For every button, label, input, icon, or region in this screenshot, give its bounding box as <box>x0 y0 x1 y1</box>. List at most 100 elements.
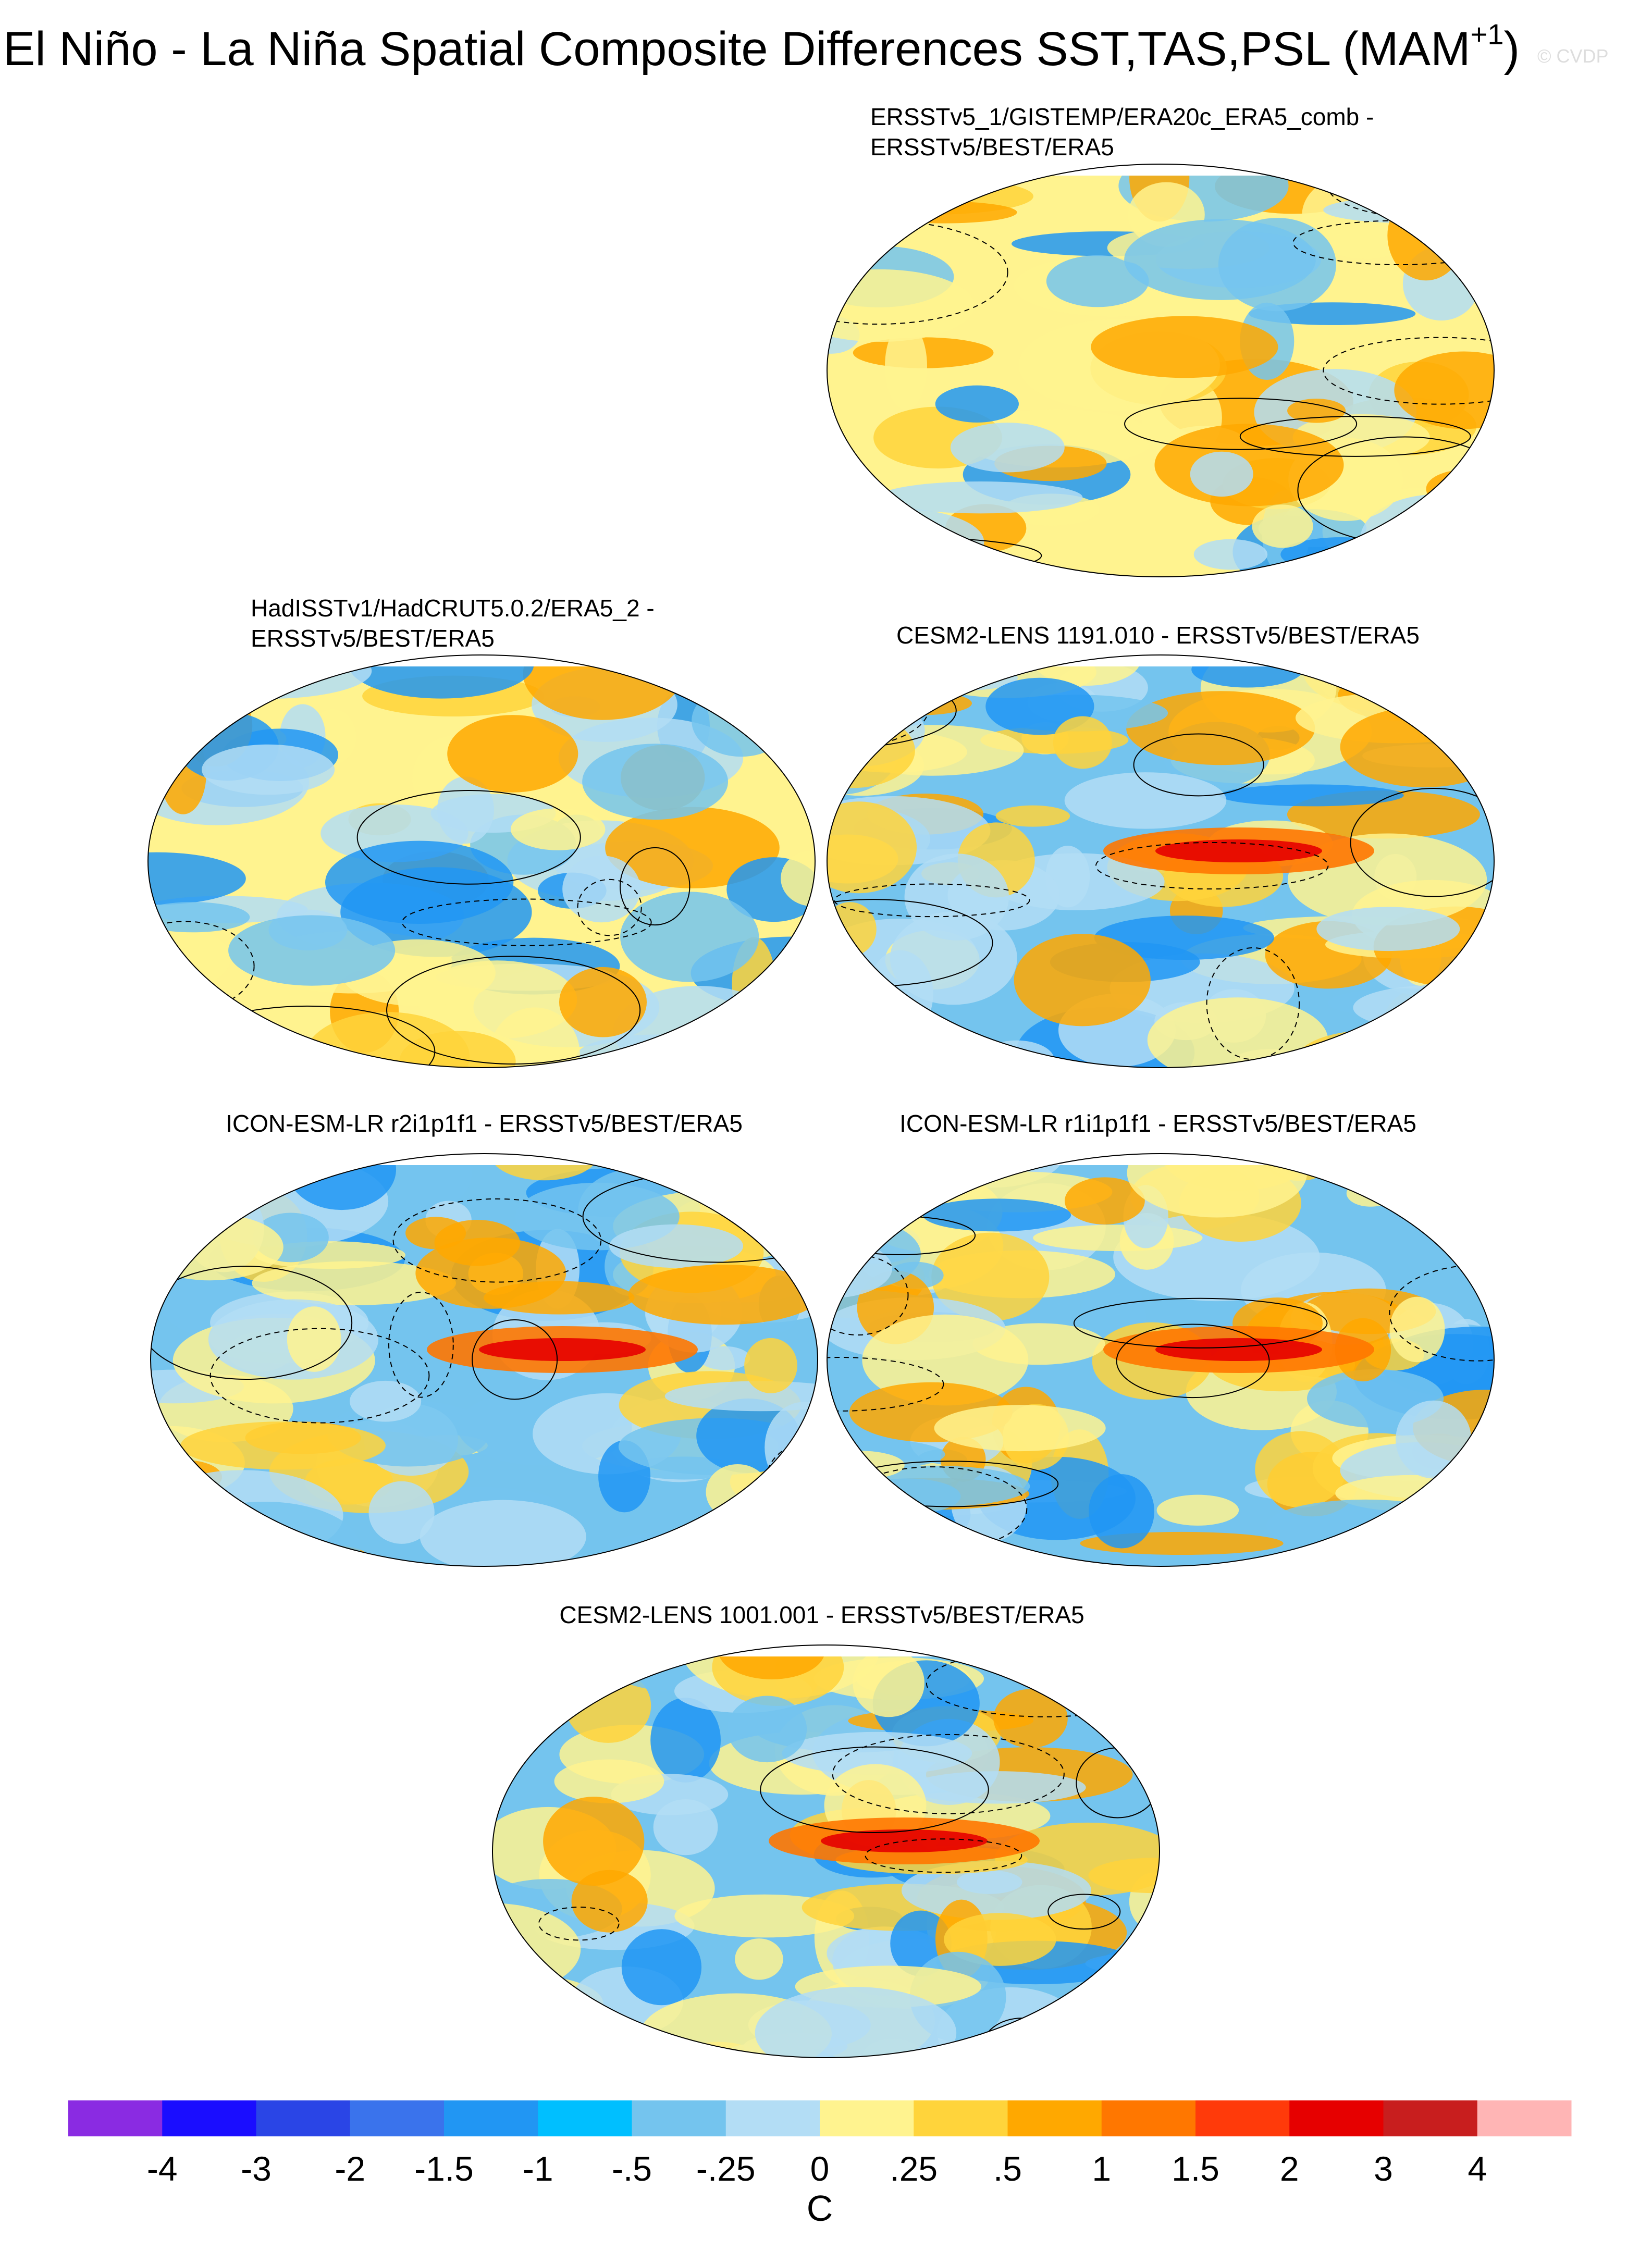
map-blob <box>782 1731 972 1775</box>
map-blob <box>1155 839 1322 862</box>
map-blob <box>1155 1338 1322 1361</box>
colorbar-box <box>256 2100 351 2136</box>
map-blob <box>447 715 578 793</box>
panel-title: CESM2-LENS 1001.001 - ERSSTv5/BEST/ERA5 <box>559 1601 1084 1628</box>
map-blob <box>1389 1296 1445 1363</box>
colorbar-box <box>1383 2100 1478 2136</box>
colorbar-box <box>1101 2100 1196 2136</box>
contour-line <box>832 1734 1065 1814</box>
map-blob <box>1124 219 1316 300</box>
map-blob <box>510 808 606 850</box>
map-blob <box>885 322 927 410</box>
map-blob <box>628 1034 779 1068</box>
colorbar-label: -1 <box>523 2149 553 2188</box>
contour-line <box>356 790 581 885</box>
map-blob <box>492 1645 571 1701</box>
figure-title: El Niño - La Niña Spatial Composite Diff… <box>3 18 1520 76</box>
map-blob <box>605 807 780 888</box>
map-blob <box>252 1261 456 1305</box>
map-outline <box>827 1153 1495 1567</box>
map-blob <box>148 988 243 1068</box>
map <box>148 655 815 1068</box>
map-blob <box>562 855 641 923</box>
map-blob <box>582 744 729 820</box>
map-blob <box>523 655 683 720</box>
contour-line <box>1239 416 1471 457</box>
map-blob <box>287 1154 397 1210</box>
colorbar-label: -.25 <box>696 2149 756 2188</box>
map-blob <box>867 950 933 1037</box>
map-blob <box>492 1987 550 2046</box>
map-blob <box>151 1515 291 1557</box>
map-blob <box>878 481 1083 514</box>
contour-line <box>774 1462 818 1545</box>
map-blob <box>565 1668 651 1743</box>
map <box>827 1154 1494 1566</box>
map-blob <box>692 685 791 757</box>
map-outline <box>492 1644 1160 2058</box>
map-blob <box>148 666 251 721</box>
contour-line <box>577 879 642 936</box>
map-blob <box>1426 469 1494 508</box>
map-blob <box>607 1530 794 1564</box>
map-blob <box>1404 532 1494 577</box>
map-blob <box>696 1030 815 1068</box>
contour-line <box>1073 1297 1328 1349</box>
map-blob <box>554 1759 664 1803</box>
contour-line <box>1116 1324 1270 1399</box>
contour-line <box>1133 733 1264 797</box>
map-blob <box>1064 1177 1145 1225</box>
map-blob <box>1156 1494 1239 1526</box>
panel-title: HadISSTv1/HadCRUT5.0.2/ERA5_2 - <box>251 595 655 622</box>
colorbar-box <box>632 2100 726 2136</box>
colorbar-label: -.5 <box>612 2149 652 2188</box>
map-blob <box>935 385 1019 423</box>
contour-line <box>827 537 1042 574</box>
polar-cap <box>492 1645 1160 1656</box>
colorbar-label: 0 <box>810 2149 830 2188</box>
map-blob <box>934 1405 1106 1452</box>
map-blob <box>950 423 1065 473</box>
map-blob <box>827 801 917 894</box>
contour-line <box>1389 1264 1494 1362</box>
map-blob <box>1046 255 1149 307</box>
map-blob <box>862 1314 1029 1406</box>
map-blob <box>836 1465 1030 1507</box>
map-blob <box>995 805 1070 827</box>
map-blob <box>827 207 882 230</box>
map-blob <box>543 1797 645 1886</box>
map-blob <box>643 655 813 696</box>
map-blob <box>415 1237 566 1309</box>
map-blob <box>1061 2004 1155 2058</box>
map-blob <box>1413 663 1494 696</box>
map-blob <box>148 925 231 991</box>
map-blob <box>628 1265 818 1325</box>
contour-line <box>392 1198 602 1283</box>
map-blob <box>827 902 877 957</box>
map-blob <box>1266 1499 1466 1552</box>
map-blob <box>1064 772 1227 829</box>
contour-line <box>827 672 957 749</box>
map-blob <box>420 1500 586 1566</box>
panel-title: ERSSTv5/BEST/ERA5 <box>870 133 1114 160</box>
map-blob <box>1369 164 1457 219</box>
map-blob <box>1089 1474 1155 1549</box>
colorbar-box <box>444 2100 538 2136</box>
map-blob <box>553 2017 601 2058</box>
contour-line <box>388 1291 454 1398</box>
map-blob <box>492 1903 581 1996</box>
contour-line <box>148 921 255 1012</box>
map-blob <box>304 1012 470 1068</box>
map-blob <box>736 1481 818 1510</box>
map-blob <box>706 1464 770 1520</box>
map-blob <box>931 1232 1050 1321</box>
colorbar-label: -1.5 <box>414 2149 474 2188</box>
map <box>151 1154 818 1566</box>
map-blob <box>148 664 243 711</box>
map-blob <box>765 1402 818 1493</box>
colorbar-box <box>1195 2100 1290 2136</box>
map-blob <box>479 1338 646 1361</box>
map-blob <box>151 1158 316 1180</box>
map-blob <box>827 508 984 576</box>
